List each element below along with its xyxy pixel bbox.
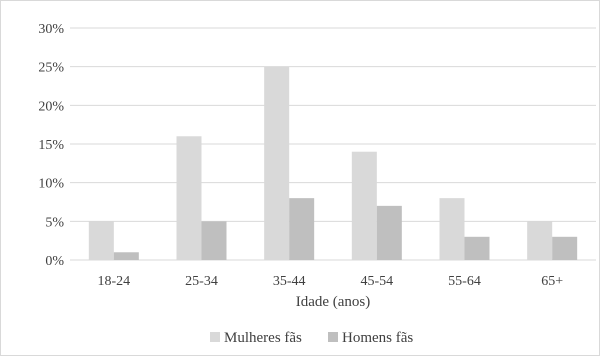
bar-homens-45-54 bbox=[376, 205, 402, 260]
bar-mulheres-65+ bbox=[527, 221, 553, 260]
bar-homens-18-24 bbox=[113, 252, 139, 260]
y-tick-label: 0% bbox=[45, 254, 64, 269]
x-tick-label: 55-64 bbox=[448, 274, 481, 289]
bar-homens-55-64 bbox=[464, 236, 490, 260]
bar-mulheres-18-24 bbox=[88, 221, 114, 260]
x-tick-label: 65+ bbox=[541, 274, 563, 289]
y-tick-label: 30% bbox=[38, 22, 64, 37]
bar-mulheres-45-54 bbox=[351, 151, 377, 260]
legend-label: Mulheres fãs bbox=[224, 330, 302, 346]
gridlines bbox=[70, 27, 596, 261]
bar-mulheres-35-44 bbox=[264, 66, 290, 261]
x-tick-label: 35-44 bbox=[273, 274, 306, 289]
y-tick-label: 20% bbox=[38, 99, 64, 114]
y-tick-label: 5% bbox=[45, 215, 64, 230]
y-tick-label: 25% bbox=[38, 61, 64, 76]
y-tick-label: 10% bbox=[38, 177, 64, 192]
legend-swatch bbox=[210, 332, 220, 342]
bar-mulheres-55-64 bbox=[439, 198, 465, 260]
x-tick-label: 25-34 bbox=[185, 274, 218, 289]
legend: Mulheres fãs Homens fãs bbox=[210, 330, 413, 346]
legend-swatch bbox=[328, 332, 338, 342]
y-axis-ticks: 0% 5% 10% 15% 20% 25% 30% bbox=[38, 22, 64, 269]
y-tick-label: 15% bbox=[38, 138, 64, 153]
bars bbox=[88, 66, 578, 261]
bar-homens-25-34 bbox=[201, 221, 227, 260]
x-axis-ticks: 18-24 25-34 35-44 45-54 55-64 65+ bbox=[97, 274, 563, 289]
x-tick-label: 18-24 bbox=[97, 274, 130, 289]
legend-label: Homens fãs bbox=[342, 330, 413, 346]
x-axis-title: Idade (anos) bbox=[296, 294, 371, 310]
bar-mulheres-25-34 bbox=[176, 136, 202, 260]
x-tick-label: 45-54 bbox=[360, 274, 393, 289]
bar-homens-65+ bbox=[552, 236, 578, 260]
bar-homens-35-44 bbox=[289, 198, 315, 260]
